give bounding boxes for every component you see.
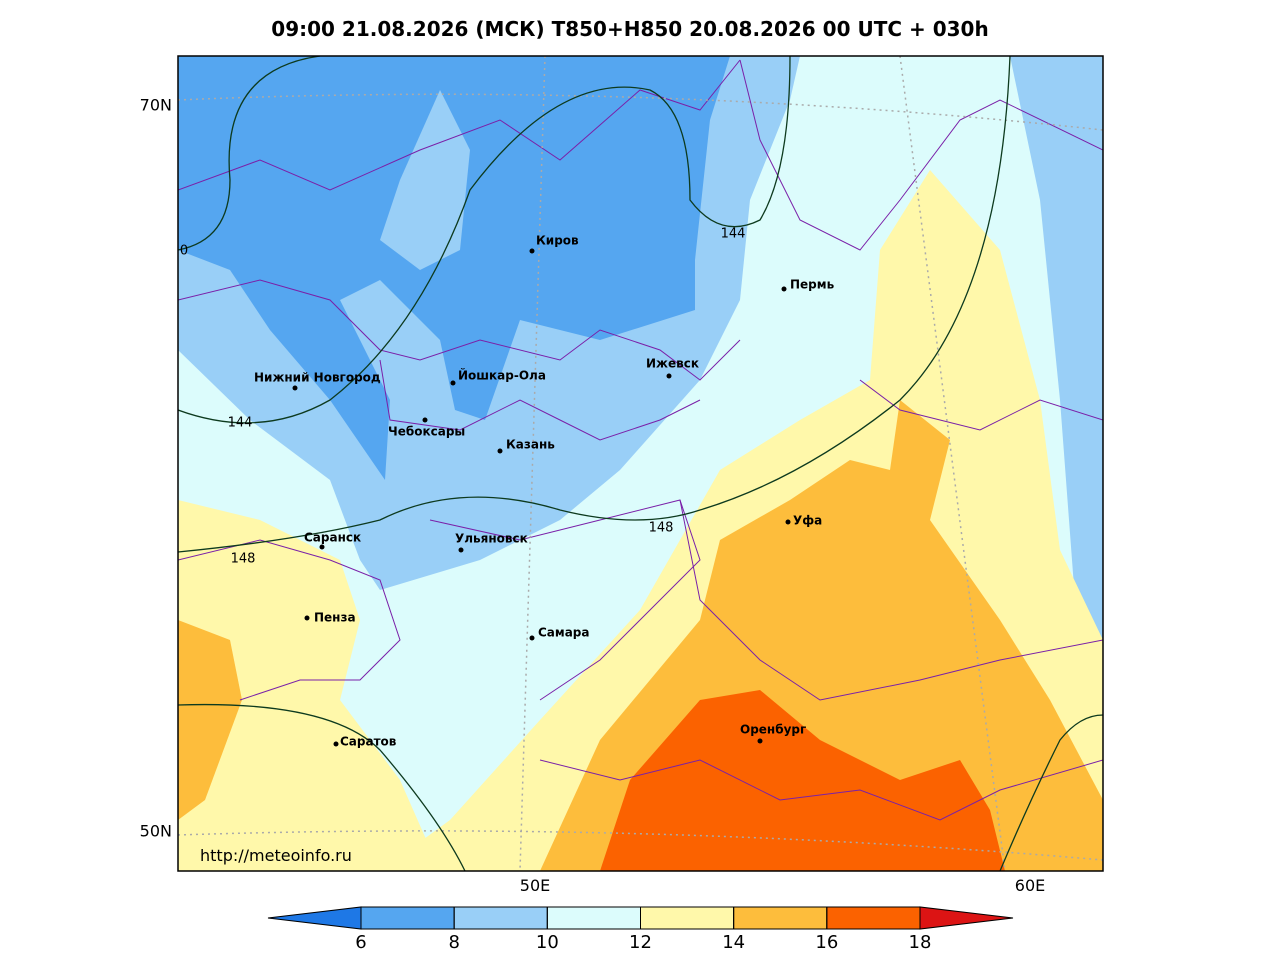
city-dot bbox=[319, 544, 325, 550]
colorbar-tick-label: 8 bbox=[448, 932, 459, 953]
lat-label: 70N bbox=[140, 96, 172, 115]
lat-label: 50N bbox=[140, 822, 172, 841]
colorbar-bin bbox=[453, 906, 548, 930]
lon-label: 60E bbox=[1015, 876, 1045, 895]
city-dot bbox=[785, 519, 791, 525]
colorbar-tick-label: 14 bbox=[722, 932, 745, 953]
colorbar-tick-label: 16 bbox=[815, 932, 838, 953]
colorbar-extend-low bbox=[267, 906, 362, 930]
band-8-10 bbox=[380, 90, 470, 270]
colorbar-bin bbox=[826, 906, 921, 930]
contour-label: 144 bbox=[721, 227, 746, 242]
city-label: Казань bbox=[506, 438, 555, 452]
contour-label: 148 bbox=[231, 552, 256, 567]
city-dot bbox=[529, 248, 535, 254]
band-6-8 bbox=[178, 56, 730, 480]
city-label: Самара bbox=[538, 626, 590, 640]
city-label: Саратов bbox=[340, 735, 397, 749]
colorbar-bin bbox=[360, 906, 455, 930]
source-url: http://meteoinfo.ru bbox=[200, 846, 352, 865]
map-area bbox=[178, 56, 1103, 871]
borders bbox=[178, 59, 1103, 821]
city-dot bbox=[333, 741, 339, 747]
city-label: Нижний Новгород bbox=[254, 371, 381, 385]
city-dot bbox=[529, 635, 535, 641]
city-dot bbox=[422, 417, 428, 423]
city-dot bbox=[304, 615, 310, 621]
city-label: Уфа bbox=[793, 514, 822, 528]
lon-label: 50E bbox=[520, 876, 550, 895]
colorbar-bin bbox=[546, 906, 641, 930]
band-8-10 bbox=[1010, 56, 1103, 640]
city-label: Чебоксары bbox=[388, 425, 465, 439]
colorbar-tick-label: 10 bbox=[536, 932, 559, 953]
title: 09:00 21.08.2026 (МСК) T850+H850 20.08.2… bbox=[271, 17, 988, 41]
contours bbox=[178, 56, 1103, 871]
contour-label: 0 bbox=[180, 244, 188, 259]
contour-label: 148 bbox=[649, 521, 674, 536]
city-dot bbox=[757, 738, 763, 744]
frame bbox=[177, 55, 1104, 872]
city-label: Пермь bbox=[790, 278, 835, 292]
city-dot bbox=[292, 385, 298, 391]
city-label: Пенза bbox=[314, 611, 356, 625]
colorbar-bin bbox=[733, 906, 828, 930]
colorbar-extend-high bbox=[919, 906, 1014, 930]
city-dot bbox=[450, 380, 456, 386]
graticule bbox=[178, 56, 1103, 871]
city-label: Ульяновск bbox=[455, 532, 528, 546]
city-dot bbox=[497, 448, 503, 454]
colorbar-bin bbox=[640, 906, 735, 930]
band-14-16 bbox=[178, 620, 242, 820]
city-dot bbox=[781, 286, 787, 292]
overlays: Киров Пермь Нижний Новгород Йошкар-Ола Ижевс… bbox=[180, 227, 1014, 953]
band-12-14 bbox=[178, 500, 440, 871]
city-dot bbox=[666, 373, 672, 379]
city-dot bbox=[458, 547, 464, 553]
contour-label: 144 bbox=[228, 416, 253, 431]
colorbar-tick-label: 6 bbox=[355, 932, 366, 953]
city-label: Киров bbox=[536, 234, 579, 248]
colorbar-tick-label: 12 bbox=[629, 932, 652, 953]
band-16-18 bbox=[600, 690, 1005, 871]
city-label: Оренбург bbox=[740, 723, 806, 737]
city-label: Саранск bbox=[304, 531, 361, 545]
city-label: Ижевск bbox=[646, 357, 699, 371]
city-label: Йошкар-Ола bbox=[458, 368, 546, 383]
colorbar-tick-label: 18 bbox=[909, 932, 932, 953]
